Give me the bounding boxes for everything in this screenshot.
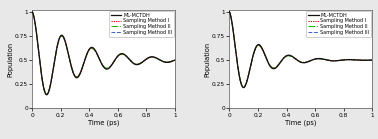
Line: Sampling Method I: Sampling Method I [229,12,372,87]
ML-MCTDH [241,87,246,88]
Line: Sampling Method II: Sampling Method II [229,12,372,87]
Sampling Method I [141,60,146,62]
Sampling Method I [44,94,49,95]
ML-MCTDH [93,49,98,51]
Line: ML-MCTDH: ML-MCTDH [32,12,175,95]
Sampling Method III [30,11,34,13]
Sampling Method III [45,94,49,95]
Sampling Method I [370,59,375,61]
ML-MCTDH [227,11,232,13]
Sampling Method I [290,56,295,58]
Sampling Method I [339,59,343,61]
Sampling Method III [227,11,232,13]
Sampling Method I [30,11,34,13]
Sampling Method II [339,59,343,61]
Sampling Method III [241,86,246,88]
Line: Sampling Method II: Sampling Method II [32,12,175,94]
ML-MCTDH [45,94,49,96]
Sampling Method II [141,60,146,62]
Sampling Method II [341,59,346,61]
Y-axis label: Population: Population [205,42,211,77]
ML-MCTDH [290,56,295,57]
Line: Sampling Method I: Sampling Method I [32,12,175,95]
Sampling Method II [128,60,133,61]
Line: Sampling Method III: Sampling Method III [229,12,372,87]
Sampling Method III [93,50,98,52]
Sampling Method I [325,59,330,61]
Sampling Method I [242,86,246,88]
Sampling Method III [141,60,146,62]
Sampling Method II [45,93,49,95]
Sampling Method III [173,59,177,61]
Sampling Method III [290,56,295,58]
Sampling Method I [88,48,92,49]
ML-MCTDH [30,11,34,13]
ML-MCTDH [141,60,146,62]
Sampling Method II [144,58,149,60]
ML-MCTDH [285,55,290,56]
X-axis label: Time (ps): Time (ps) [285,120,317,126]
Sampling Method III [128,60,133,61]
Sampling Method I [227,11,232,13]
Sampling Method III [325,59,330,61]
Sampling Method II [285,55,290,57]
Sampling Method I [128,60,133,61]
Sampling Method III [285,55,290,57]
Sampling Method II [290,56,295,58]
Sampling Method III [44,94,49,95]
ML-MCTDH [325,59,330,61]
Sampling Method I [93,50,98,52]
ML-MCTDH [370,59,375,61]
Sampling Method I [144,58,149,60]
ML-MCTDH [242,87,246,88]
ML-MCTDH [128,60,133,61]
Line: Sampling Method III: Sampling Method III [32,12,175,94]
Sampling Method II [227,11,232,13]
Sampling Method II [30,11,34,13]
Sampling Method I [173,59,177,61]
Line: ML-MCTDH: ML-MCTDH [229,12,372,88]
Sampling Method I [341,59,346,61]
ML-MCTDH [144,58,149,60]
ML-MCTDH [339,59,343,61]
Legend: ML-MCTDH, Sampling Method I, Sampling Method II, Sampling Method III: ML-MCTDH, Sampling Method I, Sampling Me… [109,11,174,37]
Sampling Method II [370,59,375,61]
Sampling Method II [325,59,330,61]
ML-MCTDH [88,47,92,49]
X-axis label: Time (ps): Time (ps) [88,120,119,126]
Sampling Method III [370,59,375,61]
ML-MCTDH [173,59,177,61]
ML-MCTDH [45,94,49,96]
Sampling Method II [88,48,92,50]
Sampling Method III [242,86,246,88]
Sampling Method II [173,59,177,61]
Sampling Method I [45,94,49,95]
Sampling Method II [241,86,246,87]
Sampling Method II [242,86,246,87]
Sampling Method III [341,59,346,61]
ML-MCTDH [341,59,346,61]
Legend: ML-MCTDH, Sampling Method I, Sampling Method II, Sampling Method III: ML-MCTDH, Sampling Method I, Sampling Me… [306,11,371,37]
Sampling Method II [93,50,98,52]
Y-axis label: Population: Population [8,42,14,77]
Sampling Method I [241,87,246,88]
Sampling Method III [144,58,149,60]
Sampling Method III [339,59,343,61]
Sampling Method II [45,93,49,95]
Sampling Method III [88,48,92,50]
Sampling Method I [285,55,290,56]
